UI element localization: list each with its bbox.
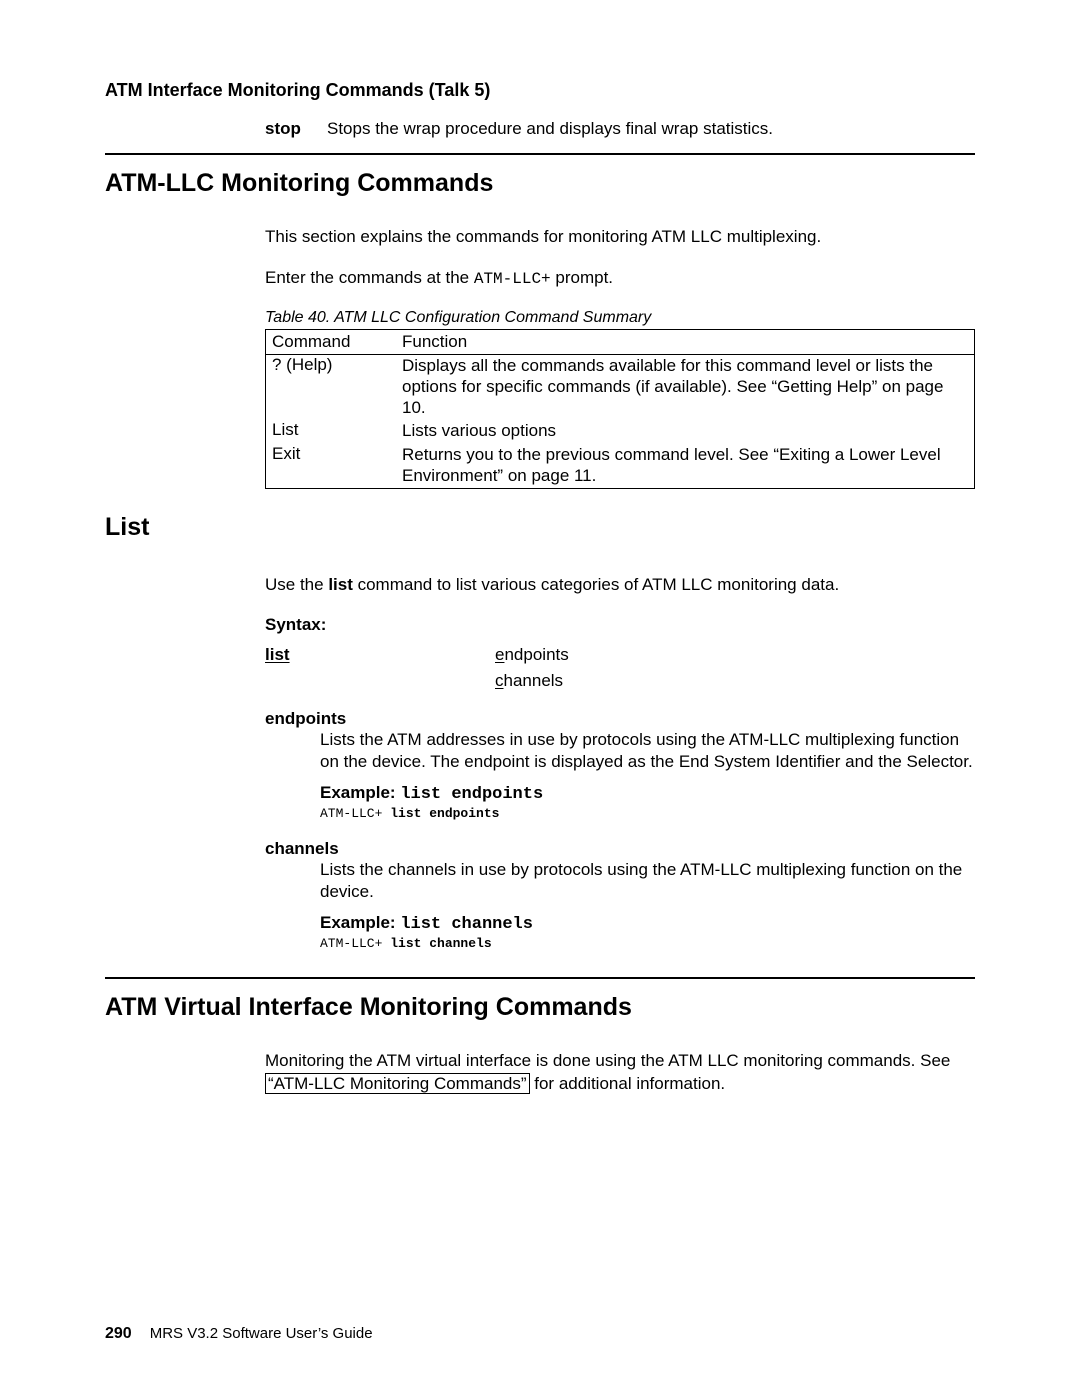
example-output-channels: ATM-LLC+ list channels: [320, 936, 975, 951]
arg-underline: c: [495, 671, 504, 690]
enter-suffix: prompt.: [551, 268, 613, 287]
stop-definition: stop Stops the wrap procedure and displa…: [265, 119, 975, 139]
stop-desc: Stops the wrap procedure and displays fi…: [327, 119, 975, 139]
th-command: Command: [272, 332, 402, 352]
table-head: Command Function: [266, 330, 974, 355]
section-title-list: List: [105, 513, 975, 542]
book-title: MRS V3.2 Software User’s Guide: [150, 1325, 373, 1342]
th-function: Function: [402, 332, 968, 352]
page-footer: 290 MRS V3.2 Software User’s Guide: [105, 1325, 373, 1343]
td-command: ? (Help): [272, 355, 402, 421]
td-command: List: [272, 420, 402, 443]
para-prefix: Monitoring the ATM virtual interface is …: [265, 1051, 950, 1070]
syntax-arg-endpoints: endpoints: [495, 645, 975, 665]
section2-para: Monitoring the ATM virtual interface is …: [265, 1050, 975, 1096]
syntax-row: list endpoints: [265, 645, 975, 665]
table-caption: Table 40. ATM LLC Configuration Command …: [265, 309, 975, 327]
output-prefix: ATM-LLC+: [320, 936, 390, 951]
td-function: Lists various options: [402, 420, 968, 443]
section1-enter: Enter the commands at the ATM-LLC+ promp…: [265, 267, 975, 291]
syntax-row: channels: [265, 671, 975, 691]
td-function: Returns you to the previous command leve…: [402, 444, 968, 489]
page-header: ATM Interface Monitoring Commands (Talk …: [105, 80, 975, 101]
enter-prompt: ATM-LLC+: [474, 270, 551, 288]
arg-rest: ndpoints: [504, 645, 568, 664]
section1-intro: This section explains the commands for m…: [265, 226, 975, 249]
section-title-atm-llc: ATM-LLC Monitoring Commands: [105, 169, 975, 198]
section-rule: [105, 153, 975, 155]
cross-ref-link[interactable]: “ATM-LLC Monitoring Commands”: [265, 1073, 530, 1094]
section-rule: [105, 977, 975, 979]
example-label: Example:: [320, 913, 396, 932]
example-command: list endpoints: [400, 785, 543, 804]
syntax-spacer: [265, 671, 495, 691]
table-row: Exit Returns you to the previous command…: [266, 444, 974, 489]
stop-label: stop: [265, 119, 327, 139]
td-function: Displays all the commands available for …: [402, 355, 968, 421]
term-channels-body: Lists the channels in use by protocols u…: [320, 859, 975, 903]
list-intro-suffix: command to list various categories of AT…: [353, 575, 839, 594]
arg-rest: hannels: [504, 671, 564, 690]
output-bold: list channels: [390, 936, 491, 951]
syntax-arg-channels: channels: [495, 671, 975, 691]
example-output-endpoints: ATM-LLC+ list endpoints: [320, 806, 975, 821]
command-table: Command Function ? (Help) Displays all t…: [265, 329, 975, 490]
term-channels-label: channels: [265, 839, 975, 859]
output-prefix: ATM-LLC+: [320, 806, 390, 821]
term-endpoints-label: endpoints: [265, 709, 975, 729]
output-bold: list endpoints: [390, 806, 499, 821]
list-intro: Use the list command to list various cat…: [265, 574, 975, 597]
list-intro-bold: list: [328, 575, 353, 594]
example-channels: Example: list channels: [320, 913, 975, 934]
page-number: 290: [105, 1325, 132, 1342]
syntax-command: list: [265, 645, 495, 665]
list-intro-prefix: Use the: [265, 575, 328, 594]
table-row: List Lists various options: [266, 420, 974, 443]
section-title-virtual: ATM Virtual Interface Monitoring Command…: [105, 993, 975, 1022]
enter-prefix: Enter the commands at the: [265, 268, 474, 287]
syntax-label: Syntax:: [265, 615, 975, 635]
td-command: Exit: [272, 444, 402, 489]
term-endpoints-body: Lists the ATM addresses in use by protoc…: [320, 729, 975, 773]
example-endpoints: Example: list endpoints: [320, 783, 975, 804]
para-suffix: for additional information.: [530, 1074, 726, 1093]
table-row: ? (Help) Displays all the commands avail…: [266, 355, 974, 421]
example-command: list channels: [400, 915, 533, 934]
example-label: Example:: [320, 783, 396, 802]
